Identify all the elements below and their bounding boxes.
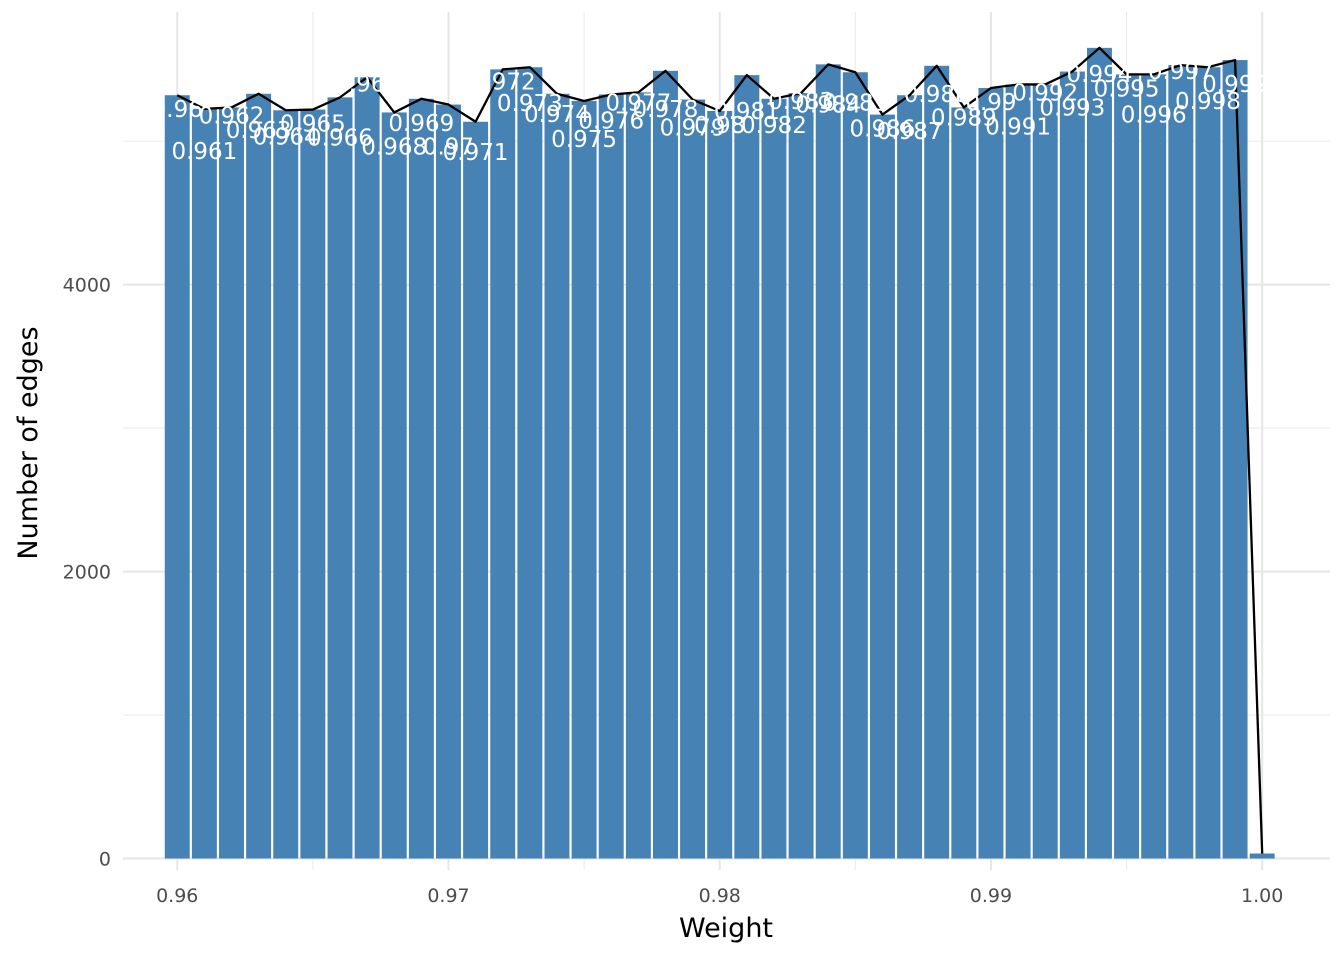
bar-value-label: 0.99: [965, 90, 1016, 116]
bar-value-label: 0.967: [334, 71, 400, 97]
bar-value-label: 0.992: [1012, 80, 1078, 106]
bar-value-label: 0.996: [1121, 102, 1187, 128]
x-tick-label: 0.98: [699, 885, 741, 907]
bar: [924, 65, 950, 859]
bar-value-label: 0.97: [423, 135, 474, 161]
bar-value-label: 0.985: [822, 90, 888, 116]
bars: [164, 47, 1275, 859]
bar-value-label: 0.998: [1175, 89, 1241, 115]
bar: [707, 111, 733, 859]
bar: [1086, 47, 1112, 859]
bar-value-label: 0.968: [361, 134, 427, 160]
bar: [517, 67, 543, 859]
bar-value-label: 0.96: [152, 97, 203, 123]
bar: [951, 107, 977, 859]
bar: [1195, 67, 1221, 859]
bar: [354, 77, 380, 859]
bar: [734, 75, 760, 859]
bar: [1032, 84, 1058, 859]
bar-value-label: 0.984: [795, 92, 861, 118]
bar: [598, 94, 624, 859]
bar-value-label: 0.993: [1039, 96, 1105, 122]
bar-value-label: 0.962: [199, 103, 265, 129]
y-tick-label: 2000: [63, 562, 111, 584]
bar: [1114, 74, 1140, 859]
bar-value-label: 0.994: [1067, 62, 1133, 88]
bar: [408, 98, 434, 859]
bar-value-label: 0.977: [605, 90, 671, 116]
line-series: [176, 46, 1264, 854]
bar-value-label: 1: [1255, 884, 1270, 910]
bar-value-label: 0.965: [280, 112, 346, 138]
bar: [978, 88, 1004, 859]
bar: [164, 95, 190, 859]
bar-value-label: 0.973: [497, 91, 563, 117]
bar: [897, 95, 923, 859]
bar-value-label: 0.987: [877, 119, 943, 145]
bar-value-label: 0.961: [171, 139, 237, 165]
bar-value-label: 0.976: [578, 109, 644, 135]
bar: [1141, 74, 1167, 859]
bar: [544, 93, 570, 859]
bar: [246, 93, 272, 859]
bar-value-label: 0.991: [985, 114, 1051, 140]
x-axis-ticks: 0.96 0.97 0.98 0.99 1.00: [156, 885, 1283, 907]
bar: [869, 114, 895, 859]
bar-labels: 0.960.9610.9620.9630.9640.9650.9660.9670…: [152, 59, 1270, 909]
bar-value-label: 0.971: [443, 140, 509, 166]
y-axis-ticks: 0 2000 4000: [63, 275, 111, 871]
bar: [680, 99, 706, 859]
bar: [219, 107, 244, 859]
x-tick-label: 0.99: [970, 885, 1012, 907]
bar: [273, 110, 299, 859]
bar-value-label: 0.963: [226, 118, 292, 144]
x-axis-title: Weight: [679, 913, 773, 944]
bar: [1249, 853, 1275, 859]
y-tick-label: 0: [99, 849, 111, 871]
x-tick-label: 0.96: [156, 885, 198, 907]
bar: [652, 70, 678, 859]
y-axis-title: Number of edges: [13, 326, 44, 559]
bar: [625, 92, 651, 859]
x-tick-label: 1.00: [1241, 885, 1283, 907]
bar: [1222, 60, 1248, 859]
bar: [300, 109, 326, 859]
bar: [788, 93, 814, 859]
bar: [191, 108, 217, 859]
bar-value-label: 0.983: [768, 89, 834, 115]
bar-value-label: 0.979: [660, 116, 726, 142]
bar-value-label: 0.995: [1094, 76, 1160, 102]
bar-value-label: 0.978: [633, 97, 699, 123]
bar-value-label: 0.981: [714, 99, 780, 125]
bar-value-label: 0.972: [470, 69, 536, 95]
bar-value-label: 0.969: [388, 111, 454, 137]
x-tick-label: 0.97: [427, 885, 469, 907]
bar: [571, 100, 597, 859]
bar-value-label: 0.999: [1202, 72, 1268, 98]
bar-value-label: 0.997: [1148, 59, 1214, 85]
bar-value-label: 0.964: [253, 124, 319, 150]
bar: [842, 72, 868, 859]
bar: [463, 121, 489, 859]
bar-value-label: 0.986: [850, 117, 916, 143]
bar-value-label: 0.98: [694, 113, 745, 139]
series-line: [176, 46, 1264, 854]
bar: [815, 64, 841, 859]
bar-value-label: 0.966: [307, 125, 373, 151]
bar: [1059, 71, 1085, 859]
y-tick-label: 4000: [63, 275, 111, 297]
bar-value-label: 0.988: [904, 82, 970, 108]
bar: [381, 112, 407, 859]
bar-value-label: 0.974: [524, 102, 590, 128]
bar: [1005, 84, 1031, 859]
bar-value-label: 0.989: [931, 105, 997, 131]
bar: [490, 69, 516, 859]
bar: [436, 104, 461, 859]
bar-value-label: 0.982: [741, 113, 807, 139]
bar: [327, 97, 353, 859]
bar: [1168, 65, 1194, 859]
bar-value-label: 0.975: [551, 127, 617, 153]
bar: [761, 98, 787, 859]
